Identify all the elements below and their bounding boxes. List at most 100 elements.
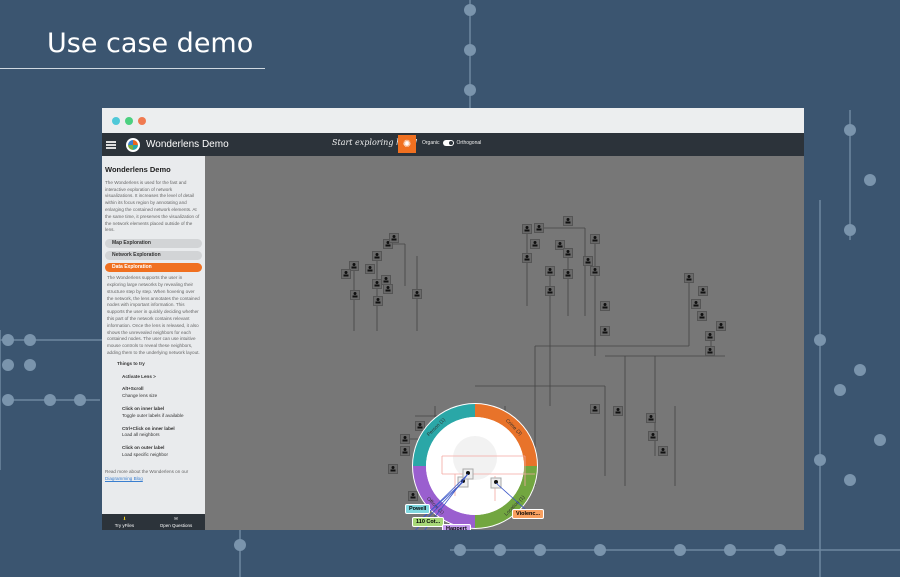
mail-icon: ✉ bbox=[174, 516, 178, 522]
network-node[interactable] bbox=[691, 299, 701, 309]
network-node[interactable] bbox=[389, 233, 399, 243]
network-node[interactable] bbox=[697, 311, 707, 321]
network-node[interactable] bbox=[349, 261, 359, 271]
network-node[interactable] bbox=[383, 284, 393, 294]
neighbor-label[interactable]: Happert bbox=[442, 524, 471, 530]
network-node[interactable] bbox=[372, 279, 382, 289]
neighbor-label[interactable]: Violenc... bbox=[512, 509, 545, 519]
network-node[interactable] bbox=[698, 286, 708, 296]
layout-orthogonal-label: Orthogonal bbox=[456, 140, 482, 146]
network-node[interactable] bbox=[383, 239, 393, 249]
readmore-text: Read more about the Wonderlens on our bbox=[105, 468, 189, 474]
network-node[interactable] bbox=[555, 240, 565, 250]
deco-node bbox=[24, 359, 36, 371]
network-node[interactable] bbox=[646, 413, 656, 423]
network-node[interactable] bbox=[341, 269, 351, 279]
tip-item: Alt+Scroll Change lens size bbox=[117, 386, 202, 400]
sidebar-item-map-exploration[interactable]: Map Exploration bbox=[105, 239, 202, 249]
blog-link[interactable]: Diagramming Blog bbox=[105, 475, 143, 481]
download-icon: ⬇ bbox=[122, 516, 127, 522]
network-node[interactable] bbox=[658, 446, 668, 456]
network-node[interactable] bbox=[372, 251, 382, 261]
app-logo bbox=[126, 137, 140, 152]
deco-node bbox=[2, 359, 14, 371]
network-node[interactable] bbox=[400, 446, 410, 456]
network-node[interactable] bbox=[534, 223, 544, 233]
deco-node bbox=[74, 394, 86, 406]
network-node[interactable] bbox=[684, 273, 694, 283]
network-node[interactable] bbox=[590, 234, 600, 244]
window-maximize-dot[interactable] bbox=[125, 116, 133, 125]
deco-node bbox=[464, 44, 476, 56]
deco-node bbox=[814, 454, 826, 466]
network-node[interactable] bbox=[583, 256, 593, 266]
network-node[interactable] bbox=[381, 275, 391, 285]
network-node[interactable] bbox=[600, 326, 610, 336]
window-close-dot[interactable] bbox=[112, 116, 120, 125]
deco-node bbox=[864, 174, 876, 186]
network-node[interactable] bbox=[522, 253, 532, 263]
deco-node bbox=[454, 544, 466, 556]
network-node[interactable] bbox=[373, 296, 383, 306]
toggle-switch[interactable] bbox=[442, 140, 454, 146]
network-node[interactable] bbox=[716, 321, 726, 331]
deco-node bbox=[234, 539, 246, 551]
menu-icon[interactable] bbox=[106, 140, 116, 149]
deco-node bbox=[2, 394, 14, 406]
network-node[interactable] bbox=[600, 301, 610, 311]
deco-node bbox=[844, 224, 856, 236]
tip-desc: Toggle outer labels if available bbox=[122, 412, 184, 418]
layout-organic-label: Organic bbox=[422, 140, 440, 146]
try-yfiles-button[interactable]: ⬇ Try yFiles bbox=[114, 516, 135, 529]
deco-node bbox=[854, 364, 866, 376]
deco-node bbox=[834, 384, 846, 396]
network-node[interactable] bbox=[563, 248, 573, 258]
window-minimize-dot[interactable] bbox=[138, 116, 146, 125]
lens-segment[interactable] bbox=[413, 404, 475, 466]
network-canvas[interactable]: Person (1)Crime (3)Location (1)Officer (… bbox=[205, 156, 804, 530]
network-node[interactable] bbox=[705, 346, 715, 356]
network-node[interactable] bbox=[563, 269, 573, 279]
open-questions-button[interactable]: ✉ Open Questions bbox=[159, 516, 193, 529]
network-node[interactable] bbox=[613, 406, 623, 416]
network-node[interactable] bbox=[400, 434, 410, 444]
network-node[interactable] bbox=[408, 491, 418, 501]
deco-node bbox=[464, 4, 476, 16]
tip-item: Click on inner label Toggle outer labels … bbox=[117, 406, 202, 420]
layout-toggle[interactable]: Organic Orthogonal bbox=[422, 140, 481, 146]
network-node[interactable] bbox=[388, 464, 398, 474]
lens-segment[interactable] bbox=[413, 466, 475, 528]
tip-action: Activate Lens > bbox=[122, 373, 156, 379]
tip-action: Click on inner label bbox=[122, 405, 165, 411]
neighbor-label[interactable]: Powell bbox=[405, 504, 431, 514]
network-node[interactable] bbox=[545, 266, 555, 276]
network-node[interactable] bbox=[530, 239, 540, 249]
network-node[interactable] bbox=[590, 404, 600, 414]
lens-segment[interactable] bbox=[475, 404, 537, 466]
lens-highlight bbox=[453, 436, 497, 480]
neighbor-label[interactable]: 110 Cot... bbox=[412, 517, 445, 527]
deco-node bbox=[534, 544, 546, 556]
network-node[interactable] bbox=[522, 224, 532, 234]
network-node[interactable] bbox=[350, 290, 360, 300]
deco-node bbox=[2, 334, 14, 346]
deco-node bbox=[494, 544, 506, 556]
lens-button[interactable]: ✺ bbox=[398, 135, 416, 153]
network-node[interactable] bbox=[545, 286, 555, 296]
network-node[interactable] bbox=[648, 431, 658, 441]
deco-node bbox=[674, 544, 686, 556]
network-node[interactable] bbox=[590, 266, 600, 276]
tip-item: Click on outer label Load specific neighb… bbox=[117, 445, 202, 459]
network-node[interactable] bbox=[563, 216, 573, 226]
network-node[interactable] bbox=[365, 264, 375, 274]
network-node[interactable] bbox=[415, 421, 425, 431]
things-title: Things to try bbox=[117, 360, 145, 366]
browser-window: Wonderlens Demo Start exploring here! ✺ … bbox=[102, 108, 804, 530]
lens-segment[interactable] bbox=[475, 466, 537, 528]
sidebar-item-network-exploration[interactable]: Network Exploration bbox=[105, 251, 202, 261]
sidebar-item-data-exploration[interactable]: Data Exploration bbox=[105, 263, 202, 273]
aperture-icon: ✺ bbox=[402, 138, 412, 150]
network-node[interactable] bbox=[412, 289, 422, 299]
network-node[interactable] bbox=[705, 331, 715, 341]
